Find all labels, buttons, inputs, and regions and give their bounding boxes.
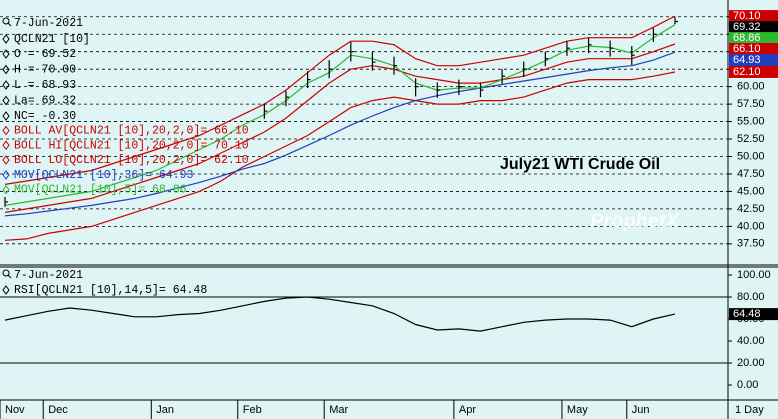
magnifier-icon <box>2 17 10 25</box>
legend-entry: BOLL AV[QCLN21 [10],20,2,0]= 66.10 <box>14 125 249 138</box>
price-tag-label: 68.86 <box>733 32 761 44</box>
interval-label: 1 Day <box>735 404 764 416</box>
indicator-line <box>4 24 676 206</box>
legend-icon <box>2 34 10 44</box>
price-tag <box>729 308 778 321</box>
price-tag <box>729 43 778 56</box>
plot <box>4 15 678 332</box>
x-tick-label: May <box>567 404 588 416</box>
legend-entry: MOV[QCLN21 [10],5]= 68.86 <box>14 184 187 197</box>
y-tick-label: 50.00 <box>737 150 765 162</box>
y-tick-label: 52.50 <box>737 133 765 145</box>
legend-entry: MOV[QCLN21 [10],36]= 64.93 <box>14 169 194 182</box>
legend-entry: BOLL HI[QCLN21 [10],20,2,0]= 70.10 <box>14 139 249 152</box>
x-tick-label: Dec <box>48 404 68 416</box>
line <box>4 296 676 332</box>
legend-date: 7-Jun-2021 <box>14 17 83 30</box>
x-tick-label: Apr <box>459 404 476 416</box>
x-tick-label: Mar <box>329 404 348 416</box>
legend-icon <box>2 95 10 106</box>
legend-readout: O = 69.52 <box>14 48 76 61</box>
x-tick-label: Jan <box>156 404 174 416</box>
magnifier-icon <box>2 269 10 277</box>
legend-readout: La= 69.32 <box>14 95 76 108</box>
legend: 7-Jun-2021 QCLN21 [10] O = 69.52 H = 70.0… <box>2 17 249 197</box>
legend-icon <box>2 64 10 75</box>
y-tick-label: 100.00 <box>737 269 771 281</box>
x-tick-label: Jun <box>632 404 650 416</box>
price-tag-label: 69.32 <box>733 21 761 33</box>
price-tag-label: 62.10 <box>733 66 761 78</box>
price-tag <box>729 21 778 34</box>
legend-symbol: QCLN21 [10] <box>14 33 90 46</box>
legend-icon <box>2 49 10 59</box>
y-tick-label: 80.00 <box>737 291 765 303</box>
indicator-line <box>4 43 676 213</box>
x-tick-label: Nov <box>5 404 25 416</box>
y-tick-label: 40.00 <box>737 335 765 347</box>
y-tick-label: 45.00 <box>737 185 765 197</box>
price-tag-label: 66.10 <box>733 43 761 55</box>
price-tag <box>729 32 778 45</box>
y-tick-label: 47.50 <box>737 168 765 180</box>
y-tick-label: 40.00 <box>737 220 765 232</box>
indicator-line <box>4 51 676 217</box>
magnifier-icon <box>7 22 12 27</box>
y-tick-label: 60.00 <box>737 81 765 93</box>
legend-icon <box>2 170 10 180</box>
watermark: ProphetX <box>590 210 681 232</box>
rsi-legend: RSI[QCLN21 [10],14,5]= 64.48 <box>14 284 207 297</box>
y-tick-label: 20.00 <box>737 357 765 369</box>
x-tick-label: Feb <box>243 404 262 416</box>
y-tick-label: 0.00 <box>737 379 758 391</box>
legend-icon <box>2 285 10 295</box>
chart-title: July21 WTI Crude Oil <box>500 156 660 173</box>
legend-icon <box>2 80 10 90</box>
legend-readout: H = 70.00 <box>14 64 76 77</box>
rsi-date: 7-Jun-2021 <box>14 269 83 282</box>
price-tag-label: 64.93 <box>733 54 761 66</box>
legend-readout: NC= -0.30 <box>14 110 76 123</box>
price-tag <box>729 54 778 67</box>
legend-icon <box>2 125 10 136</box>
indicator-line <box>4 15 676 185</box>
magnifier-icon <box>7 274 12 279</box>
legend-entry: BOLL LO[QCLN21 [10],20,2,0]= 62.10 <box>14 154 249 167</box>
legend-icon <box>2 184 10 195</box>
price-tag <box>729 10 778 23</box>
legend-icon <box>2 140 10 151</box>
legend-icon <box>2 111 10 121</box>
y-tick-label: 37.50 <box>737 238 765 250</box>
y-tick-label: 42.50 <box>737 203 765 215</box>
y-tick-label: 55.00 <box>737 115 765 127</box>
price-tag-label: 64.48 <box>733 308 761 320</box>
legend-icon <box>2 155 10 165</box>
y-tick-label: 57.50 <box>737 98 765 110</box>
legend-readout: L = 68.93 <box>14 79 76 92</box>
indicator-line <box>4 71 676 241</box>
price-tag <box>729 65 778 78</box>
price-tag-label: 70.10 <box>733 10 761 22</box>
